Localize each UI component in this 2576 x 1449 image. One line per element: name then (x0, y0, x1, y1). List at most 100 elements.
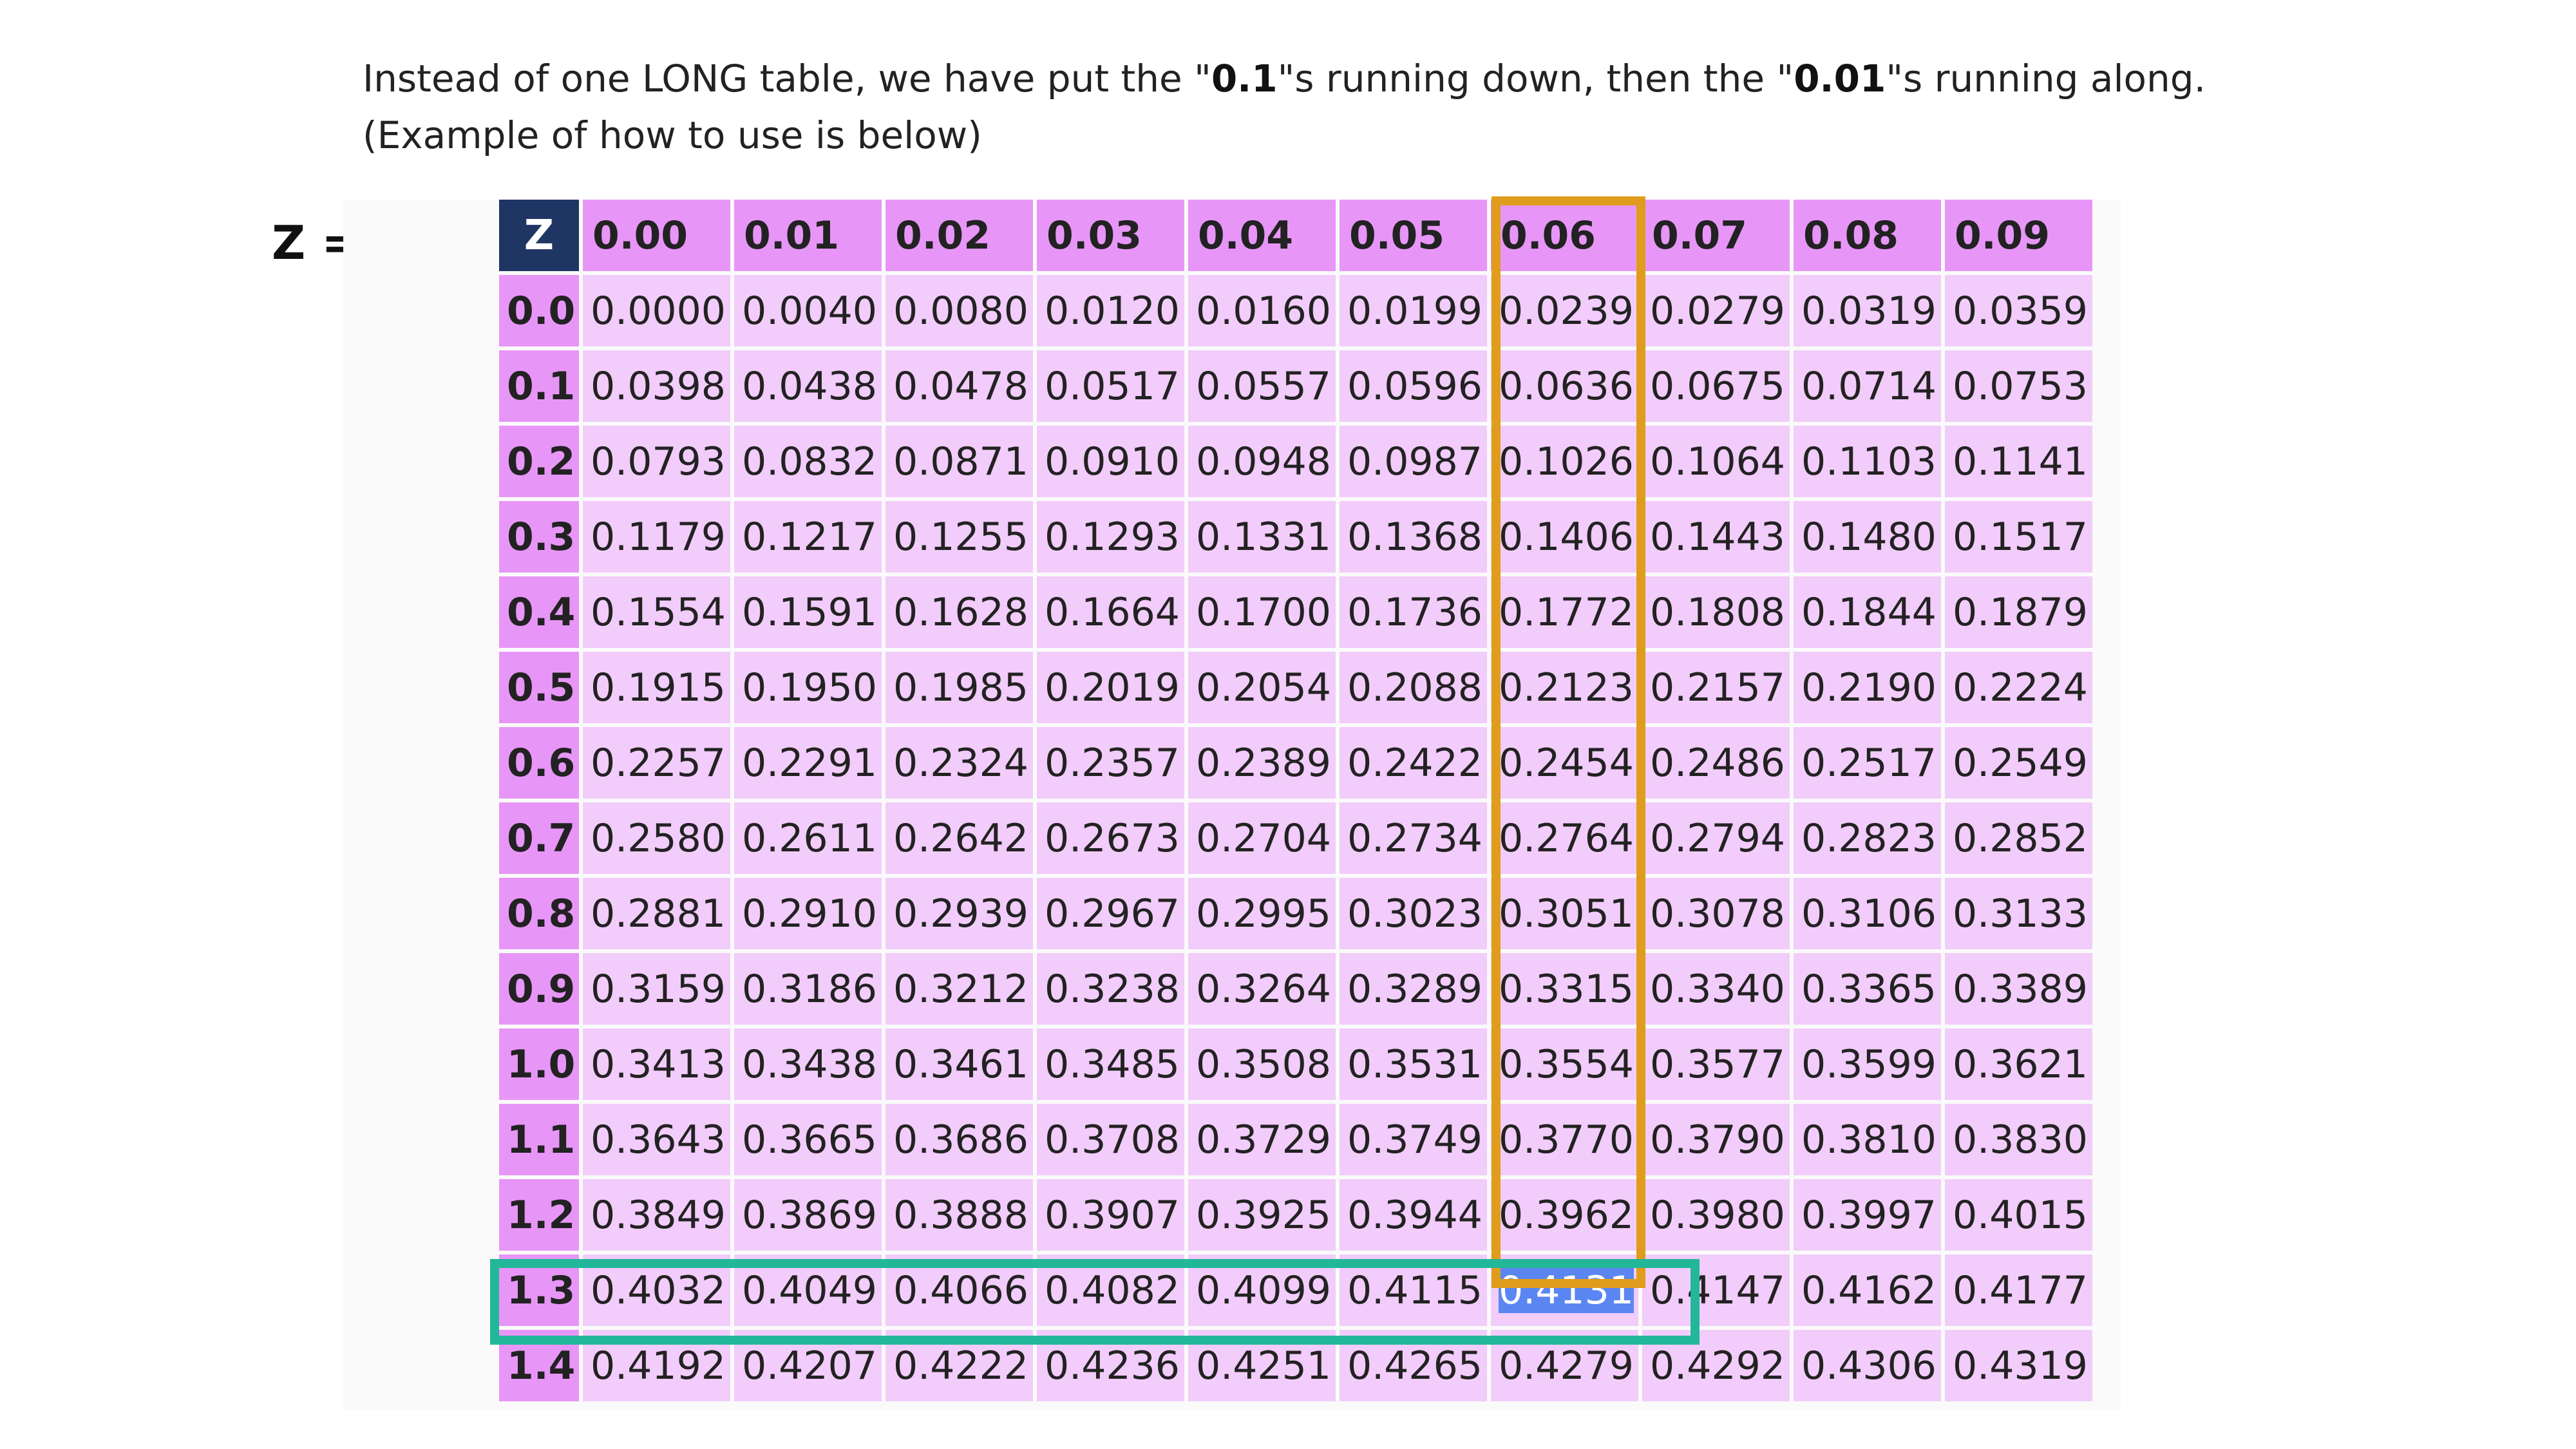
table-cell: 0.3980 (1642, 1179, 1790, 1251)
table-row: 0.8 0.2881 0.2910 0.2939 0.2967 0.2995 0.3023 0… (499, 878, 2092, 949)
table-cell: 0.4192 (583, 1330, 730, 1401)
cell-value: 0.4279 (1499, 1343, 1634, 1388)
intro-line-1: Instead of one LONG table, we have put t… (363, 50, 2206, 107)
cell-value: 0.3907 (1045, 1192, 1180, 1238)
column-header: 0.04 (1188, 200, 1336, 271)
cell-value: 0.0000 (591, 288, 726, 334)
table-cell: 0.2734 (1340, 802, 1487, 874)
table-row: 1.2 0.3849 0.3869 0.3888 0.3907 0.3925 0.3944 0… (499, 1179, 2092, 1251)
cell-value: 0.0832 (742, 439, 877, 484)
cell-value: 0.2580 (591, 815, 726, 861)
cell-value: 0.4265 (1347, 1343, 1482, 1388)
table-cell: 0.2486 (1642, 727, 1790, 799)
table-cell: 0.2190 (1794, 652, 1941, 723)
z-table: Z 0.00 0.01 0.02 0.03 0.04 0.05 0.06 0.07 0.08 0.0… (495, 196, 2096, 1405)
cell-value: 0.1217 (742, 514, 877, 560)
cell-value: 0.4292 (1650, 1343, 1785, 1388)
table-cell: 0.3508 (1188, 1028, 1336, 1100)
table-cell: 0.2088 (1340, 652, 1487, 723)
table-cell: 0.1736 (1340, 576, 1487, 648)
table-cell: 0.0871 (886, 426, 1033, 497)
cell-value: 0.1808 (1650, 589, 1785, 635)
cell-value: 0.1406 (1499, 514, 1634, 560)
table-cell: 0.0080 (886, 275, 1033, 346)
table-cell: 0.4032 (583, 1255, 730, 1326)
table-cell: 0.0359 (1945, 275, 2092, 346)
column-header: 0.07 (1642, 200, 1790, 271)
cell-value: 0.3830 (1953, 1117, 2088, 1162)
table-cell: 0.2389 (1188, 727, 1336, 799)
table-cell: 0.1026 (1491, 426, 1638, 497)
table-cell: 0.0000 (583, 275, 730, 346)
table-cell: 0.4236 (1037, 1330, 1184, 1401)
cell-value: 0.0948 (1196, 439, 1331, 484)
table-cell: 0.3554 (1491, 1028, 1638, 1100)
cell-value: 0.0160 (1196, 288, 1331, 334)
cell-value: 0.2939 (893, 891, 1028, 936)
row-header: 1.1 (499, 1104, 579, 1175)
header-row: Z 0.00 0.01 0.02 0.03 0.04 0.05 0.06 0.07 0.08 0.0… (499, 200, 2092, 271)
cell-value: 0.3186 (742, 966, 877, 1012)
table-cell: 0.1915 (583, 652, 730, 723)
table-cell: 0.1179 (583, 501, 730, 573)
table-cell: 0.2422 (1340, 727, 1487, 799)
cell-value: 0.0596 (1347, 363, 1482, 409)
table-row: 0.6 0.2257 0.2291 0.2324 0.2357 0.2389 0.2422 0… (499, 727, 2092, 799)
table-cell: 0.3599 (1794, 1028, 1941, 1100)
table-cell: 0.0478 (886, 350, 1033, 422)
cell-value: 0.1141 (1953, 439, 2088, 484)
table-cell: 0.2517 (1794, 727, 1941, 799)
table-row: 1.1 0.3643 0.3665 0.3686 0.3708 0.3729 0.3749 0… (499, 1104, 2092, 1175)
table-cell: 0.3790 (1642, 1104, 1790, 1175)
table-cell: 0.3023 (1340, 878, 1487, 949)
cell-value: 0.3389 (1953, 966, 2088, 1012)
table-cell: 0.3264 (1188, 953, 1336, 1025)
cell-value: 0.0359 (1953, 288, 2088, 334)
cell-value: 0.3997 (1801, 1192, 1937, 1238)
table-row: 0.3 0.1179 0.1217 0.1255 0.1293 0.1331 0.1368 0… (499, 501, 2092, 573)
table-cell: 0.3238 (1037, 953, 1184, 1025)
cell-value: 0.0910 (1045, 439, 1180, 484)
cell-value: 0.2967 (1045, 891, 1180, 936)
table-cell: 0.1772 (1491, 576, 1638, 648)
row-header: 0.5 (499, 652, 579, 723)
row-header: 0.9 (499, 953, 579, 1025)
cell-value: 0.2794 (1650, 815, 1785, 861)
table-cell: 0.4049 (734, 1255, 882, 1326)
cell-value: 0.4251 (1196, 1343, 1331, 1388)
table-cell: 0.3810 (1794, 1104, 1941, 1175)
table-cell: 0.0398 (583, 350, 730, 422)
column-header: 0.00 (583, 200, 730, 271)
row-header: 0.6 (499, 727, 579, 799)
cell-value: 0.3810 (1801, 1117, 1937, 1162)
table-cell: 0.1700 (1188, 576, 1336, 648)
cell-value: 0.0675 (1650, 363, 1785, 409)
cell-value: 0.3686 (893, 1117, 1028, 1162)
cell-value: 0.1064 (1650, 439, 1785, 484)
table-cell: 0.3461 (886, 1028, 1033, 1100)
cell-value: 0.3554 (1499, 1041, 1634, 1087)
cell-value: 0.4066 (893, 1267, 1028, 1313)
table-cell: 0.2764 (1491, 802, 1638, 874)
cell-value: 0.2611 (742, 815, 877, 861)
table-cell: 0.2123 (1491, 652, 1638, 723)
cell-value: 0.1293 (1045, 514, 1180, 560)
cell-value: 0.3461 (893, 1041, 1028, 1087)
cell-value: 0.2157 (1650, 665, 1785, 710)
table-cell: 0.0636 (1491, 350, 1638, 422)
column-header: 0.03 (1037, 200, 1184, 271)
table-cell: 0.4265 (1340, 1330, 1487, 1401)
table-cell: 0.3849 (583, 1179, 730, 1251)
table-cell: 0.4292 (1642, 1330, 1790, 1401)
table-cell: 0.0910 (1037, 426, 1184, 497)
cell-value: 0.0398 (591, 363, 726, 409)
table-cell: 0.2642 (886, 802, 1033, 874)
cell-value: 0.3577 (1650, 1041, 1785, 1087)
table-cell: 0.1517 (1945, 501, 2092, 573)
table-cell: 0.2794 (1642, 802, 1790, 874)
table-cell: 0.1141 (1945, 426, 2092, 497)
table-cell: 0.3869 (734, 1179, 882, 1251)
cell-value: 0.3078 (1650, 891, 1785, 936)
cell-value: 0.0120 (1045, 288, 1180, 334)
table-cell: 0.0199 (1340, 275, 1487, 346)
